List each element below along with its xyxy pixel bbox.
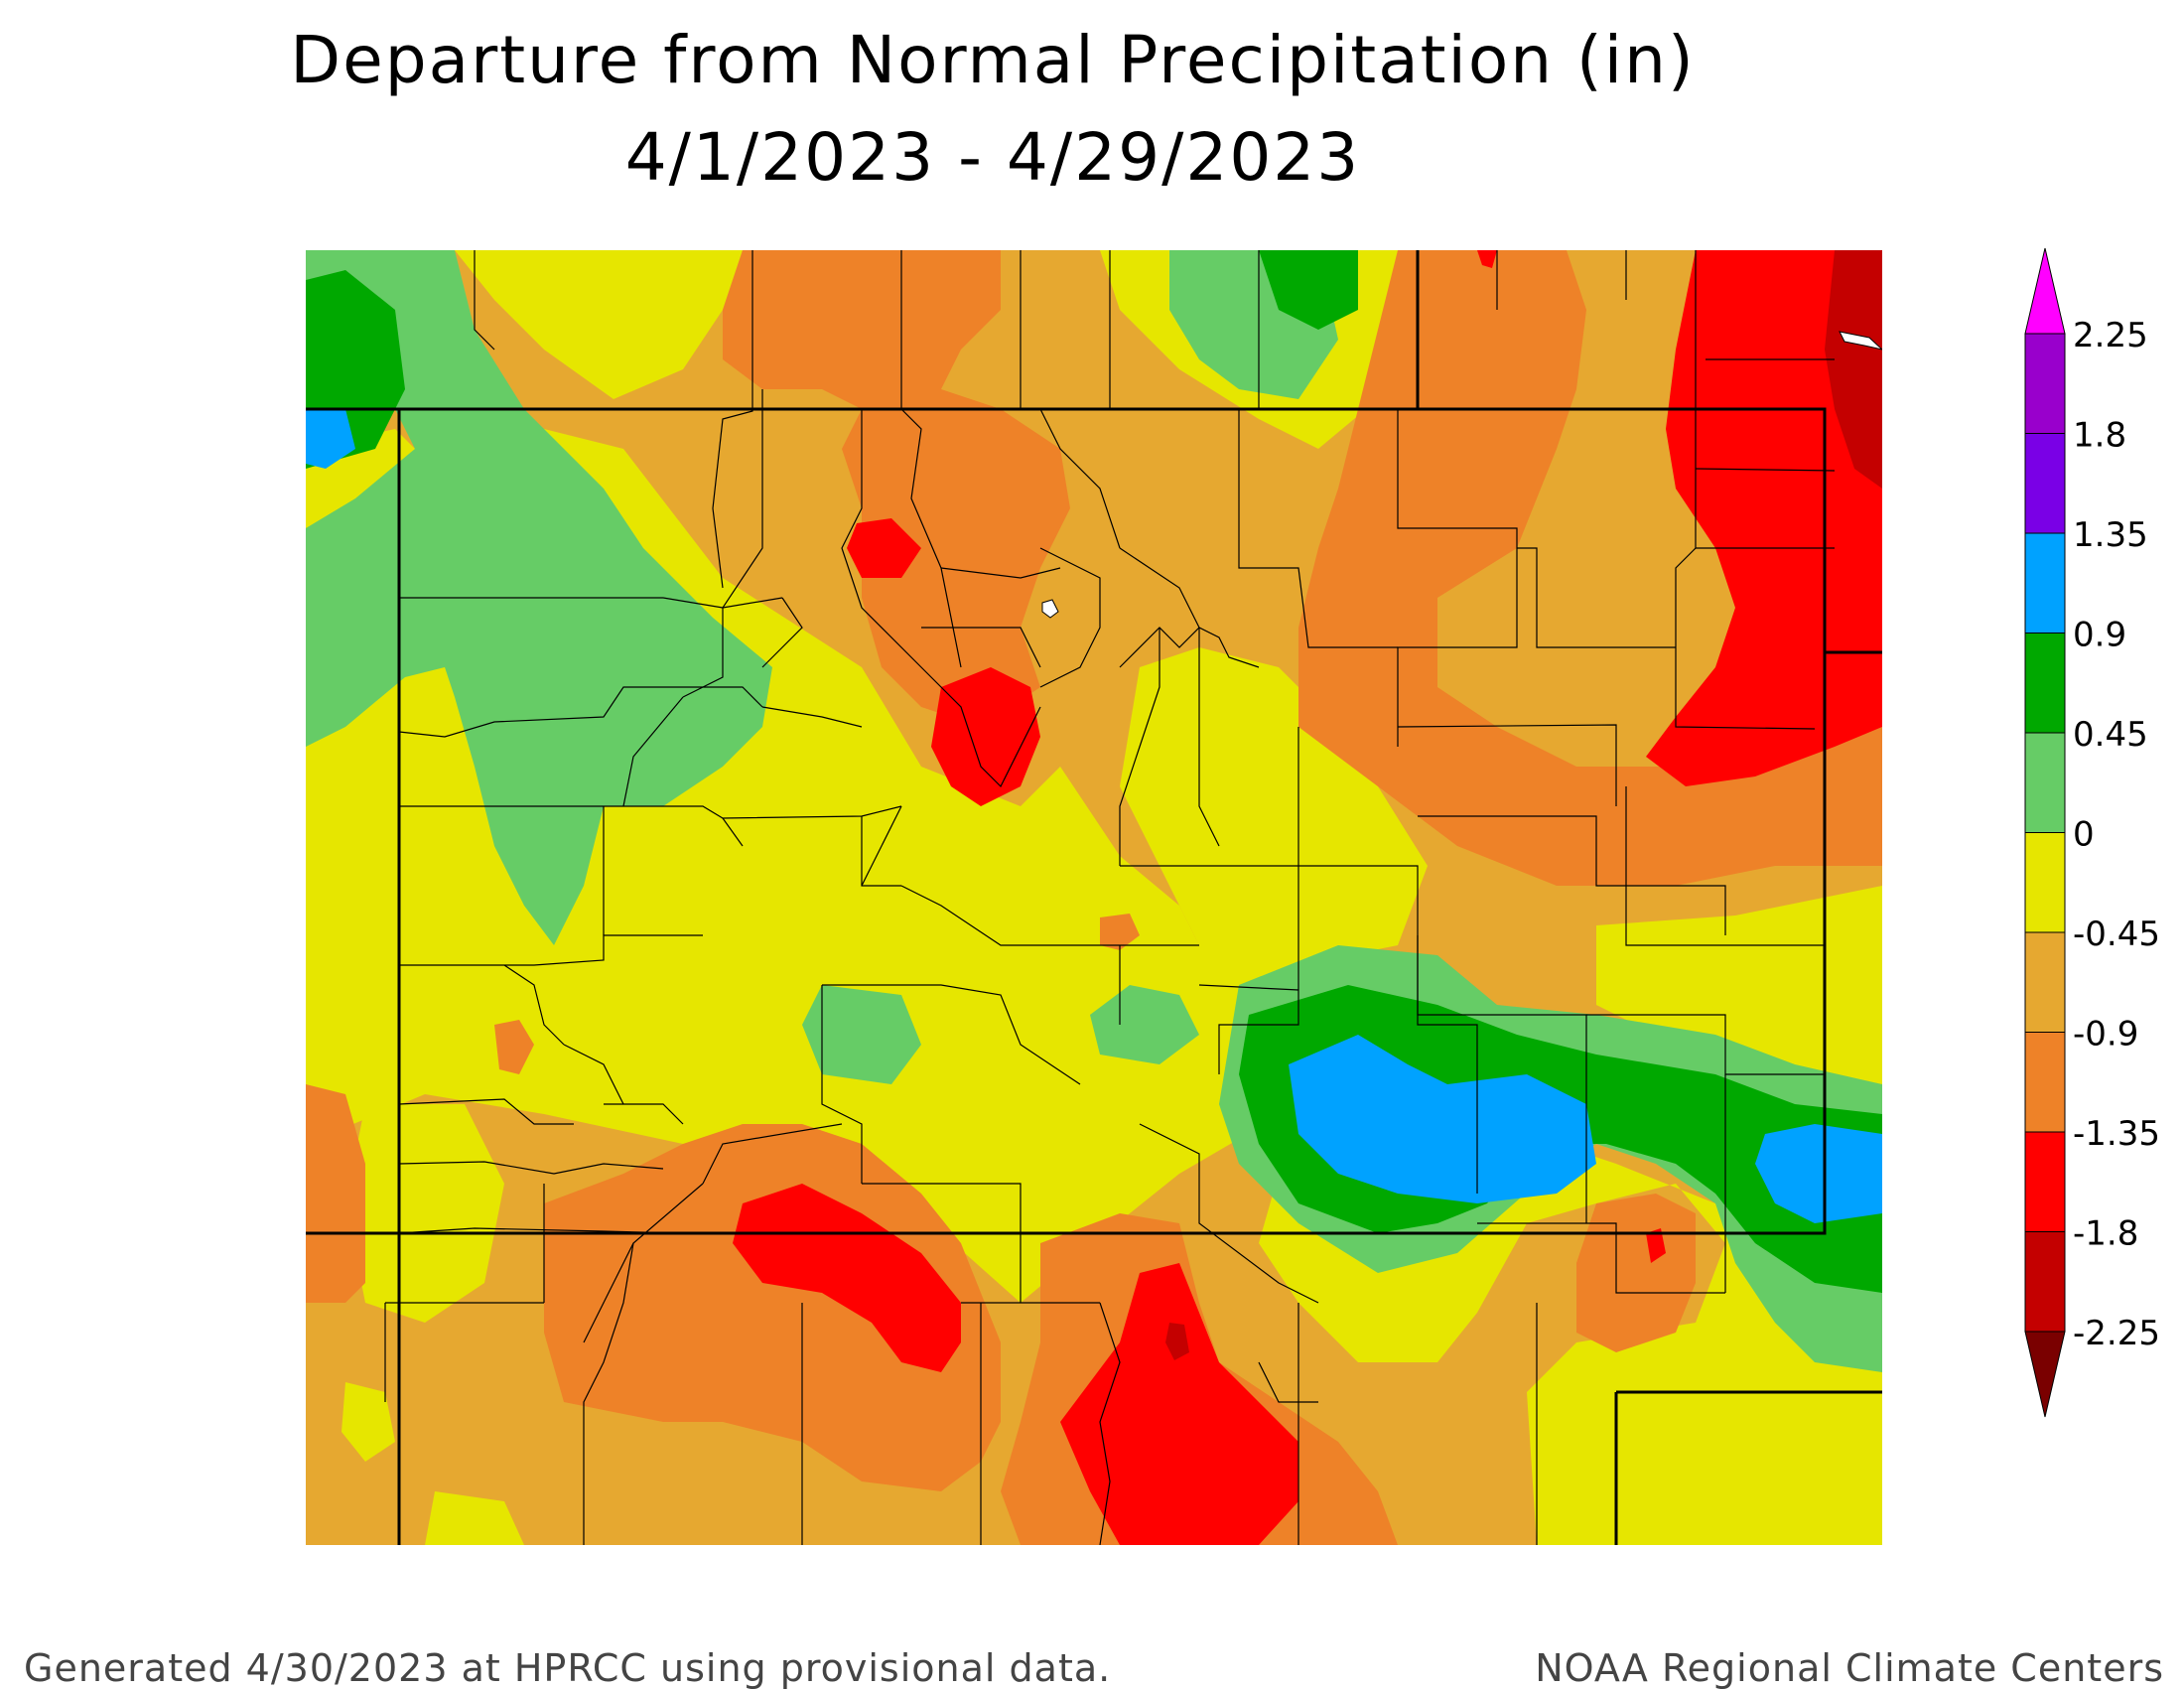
legend-swatch <box>2024 1231 2066 1333</box>
legend-swatch <box>2024 333 2066 434</box>
red-zone-southeast-small <box>1646 1228 1666 1263</box>
lake-north <box>1041 599 1059 619</box>
legend-swatch <box>2024 832 2066 933</box>
color-legend: 2.25 1.8 1.35 0.9 0.45 0 -0.45 -0.9 -1.35 -1.8 -2.… <box>2024 247 2160 1418</box>
legend-label: 1.35 <box>2073 515 2148 555</box>
yellow-zone-north <box>455 250 743 399</box>
green-zone-central <box>1090 985 1199 1064</box>
dark-red-zone-northeast <box>1825 250 1882 489</box>
orange-zone-central-small <box>1100 914 1140 950</box>
orange-zone-west-small <box>494 1020 534 1074</box>
yellow-zone-southwest-small <box>341 1382 395 1462</box>
legend-label: 0 <box>2073 815 2095 855</box>
yellow-zone-southwest <box>345 1104 504 1323</box>
red-zone-north-small <box>1477 250 1497 268</box>
legend-swatch <box>2024 732 2066 833</box>
legend-swatch <box>2024 931 2066 1033</box>
orange-zone-west <box>306 1084 365 1303</box>
legend-swatch <box>2024 1032 2066 1133</box>
county-boundaries <box>384 250 1836 1545</box>
legend-label: -2.25 <box>2073 1314 2160 1353</box>
blue-zone-northwest <box>306 409 355 469</box>
orange-zone-southwest <box>544 1124 1001 1491</box>
footer-generated-note: Generated 4/30/2023 at HPRCC using provi… <box>24 1646 1112 1690</box>
green-zone-central-small <box>802 985 921 1084</box>
legend-label: 0.9 <box>2073 616 2126 655</box>
legend-label: 1.8 <box>2073 416 2126 456</box>
legend-swatch <box>2024 532 2066 634</box>
yellow-zone-central-east <box>1120 647 1428 965</box>
precipitation-departure-map <box>306 250 1882 1545</box>
lake-northeast <box>1839 331 1882 351</box>
footer-source: NOAA Regional Climate Centers <box>1535 1646 2164 1690</box>
legend-swatch <box>2024 633 2066 734</box>
blue-zone-central-east <box>1289 1035 1596 1203</box>
legend-swatch <box>2024 1131 2066 1232</box>
legend-label: -1.35 <box>2073 1114 2160 1154</box>
legend-arrow-top <box>2024 247 2066 335</box>
yellow-zone-south-small <box>425 1491 524 1545</box>
red-zone-central <box>931 667 1040 806</box>
red-zone-southwest <box>733 1184 961 1372</box>
legend-label: -0.45 <box>2073 915 2160 954</box>
dark-green-zone-north <box>1259 250 1358 330</box>
dark-red-zone-south-small <box>1165 1323 1189 1360</box>
colorado-border <box>397 407 1827 1235</box>
map-title: Departure from Normal Precipitation (in) <box>290 22 1696 98</box>
legend-label: -1.8 <box>2073 1214 2138 1254</box>
legend-arrow-bottom <box>2024 1331 2066 1418</box>
legend-swatch <box>2024 433 2066 534</box>
red-zone-north-central <box>847 518 921 578</box>
state-boundaries <box>306 250 1882 1545</box>
legend-label: -0.9 <box>2073 1015 2138 1055</box>
red-zone-south <box>1060 1263 1298 1545</box>
legend-label: 2.25 <box>2073 316 2148 355</box>
legend-label: 0.45 <box>2073 715 2148 755</box>
blue-zone-east <box>1755 1124 1882 1223</box>
map-subtitle: 4/1/2023 - 4/29/2023 <box>624 119 1361 196</box>
orange-zone-north-central <box>842 369 1070 727</box>
